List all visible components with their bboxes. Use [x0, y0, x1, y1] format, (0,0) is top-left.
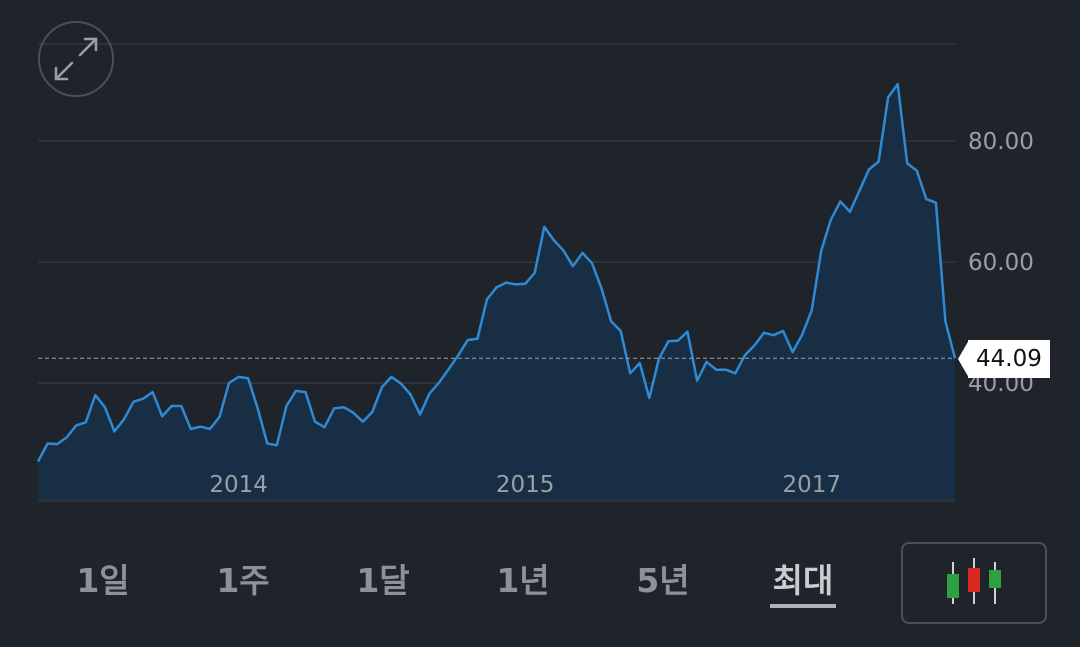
range-tab-label: 1일 — [76, 561, 130, 600]
fullscreen-button[interactable] — [38, 21, 114, 97]
candlestick-icon — [947, 558, 1001, 604]
y-tick-label: 80.00 — [968, 129, 1034, 155]
range-tab[interactable]: 최대 — [733, 548, 873, 618]
price-tag-pointer — [958, 340, 969, 378]
y-tick-label: 60.00 — [968, 250, 1034, 276]
series-area-fill — [38, 84, 955, 500]
range-tab-label: 1년 — [496, 561, 550, 600]
active-tab-underline — [770, 604, 836, 608]
range-tab[interactable]: 5년 — [593, 548, 733, 618]
current-price-label: 44.09 — [968, 340, 1050, 378]
chart-type-toggle-button[interactable] — [901, 542, 1047, 624]
range-tab-label: 1주 — [216, 561, 270, 600]
range-tab-label: 1달 — [356, 561, 410, 600]
range-tab[interactable]: 1일 — [33, 548, 173, 618]
range-tab[interactable]: 1달 — [313, 548, 453, 618]
range-tab[interactable]: 1주 — [173, 548, 313, 618]
series-line — [36, 82, 957, 463]
x-tick-label: 2014 — [209, 472, 268, 498]
expand-icon — [54, 37, 98, 81]
range-tab-label: 5년 — [636, 561, 690, 600]
range-tab-label: 최대 — [772, 561, 834, 600]
range-tab[interactable]: 1년 — [453, 548, 593, 618]
x-tick-label: 2017 — [782, 472, 841, 498]
time-range-tabs: 1일 1주 1달 1년 5년 최대 — [33, 548, 873, 618]
x-tick-label: 2015 — [496, 472, 555, 498]
